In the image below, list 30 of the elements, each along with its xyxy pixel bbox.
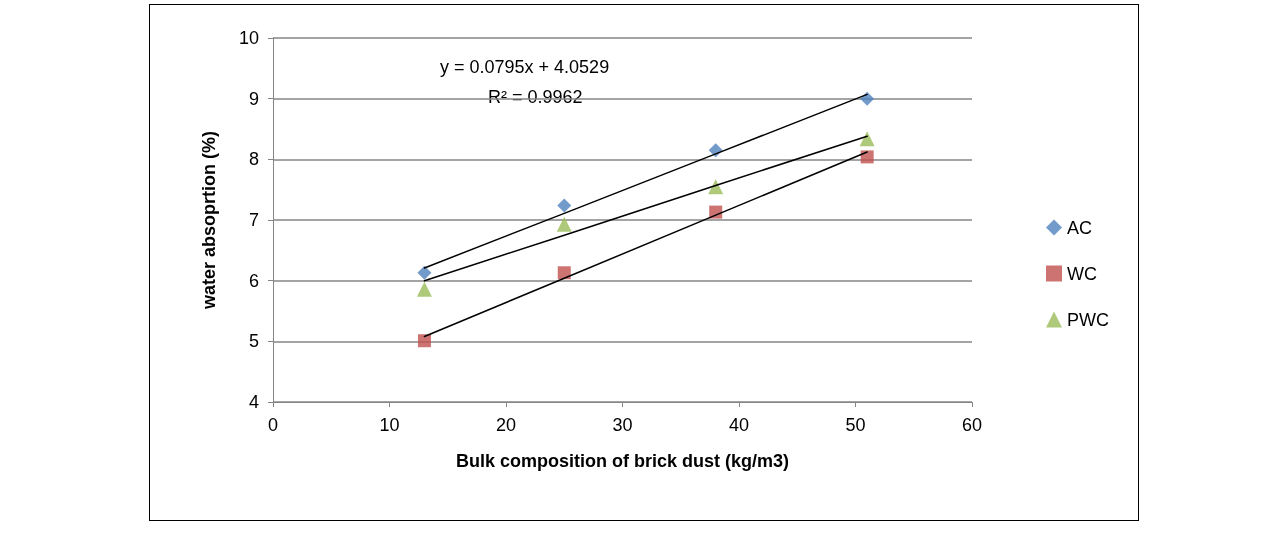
x-tick-label: 30 — [612, 415, 633, 435]
point — [556, 216, 572, 232]
point — [557, 198, 572, 213]
y-tick-label: 6 — [248, 270, 259, 291]
annotation: y = 0.0795x + 4.0529 — [440, 57, 610, 77]
point — [860, 91, 875, 106]
point — [860, 150, 874, 164]
x-axis-title: Bulk composition of brick dust (kg/m3) — [455, 451, 790, 471]
y-tick-label: 10 — [238, 28, 259, 48]
legend-label: AC — [1067, 217, 1093, 238]
point — [859, 131, 875, 147]
point — [416, 281, 432, 297]
x-tick-label: 20 — [495, 415, 517, 435]
y-axis-title: water absoprtion (%) — [199, 130, 219, 311]
x-tick-label: 50 — [845, 415, 866, 435]
y-tick-label: 8 — [248, 149, 259, 170]
x-tick-label: 60 — [961, 415, 983, 435]
legend-label: WC — [1067, 263, 1098, 284]
y-tick-label: 5 — [248, 331, 259, 352]
legend-label: PWC — [1067, 309, 1110, 330]
y-tick-label: 4 — [248, 392, 259, 412]
y-tick-label: 9 — [248, 88, 259, 109]
x-tick-label: 0 — [267, 415, 279, 435]
point — [417, 334, 431, 348]
x-tick-label: 40 — [728, 415, 750, 435]
point — [417, 265, 432, 280]
annotation: R² = 0.9962 — [488, 87, 583, 107]
point — [557, 266, 571, 280]
y-tick-label: 7 — [248, 210, 259, 230]
x-tick-label: 10 — [379, 415, 400, 435]
